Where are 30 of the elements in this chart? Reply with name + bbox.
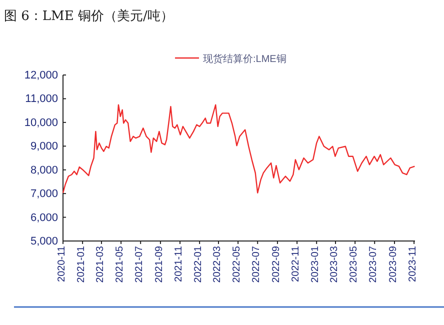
x-tick-label: 2022-07 xyxy=(251,246,262,283)
x-tick-label: 2022-01 xyxy=(193,246,204,283)
x-tick-label: 2023-07 xyxy=(368,246,380,283)
y-tick-label: 7,000 xyxy=(30,188,58,200)
chart-title: 图 6：LME 铜价（美元/吨） xyxy=(4,8,174,24)
x-tick-label: 2022-09 xyxy=(270,246,282,283)
x-tick-label: 2023-03 xyxy=(328,246,340,283)
line-series xyxy=(62,104,416,194)
y-tick-label: 10,000 xyxy=(24,116,58,129)
y-tick-label: 9,000 xyxy=(30,140,58,153)
y-tick-label: 11,000 xyxy=(25,93,58,106)
x-tick-label: 2022-03 xyxy=(212,246,223,283)
y-tick-label: 6,000 xyxy=(30,212,58,224)
x-tick-label: 2021-11 xyxy=(174,246,185,282)
x-tick-label: 2023-09 xyxy=(388,246,399,283)
x-tick-label: 2022-05 xyxy=(232,246,243,283)
x-tick-label: 2021-05 xyxy=(114,246,126,283)
x-tick-label: 2021-09 xyxy=(154,246,165,283)
x-tick-label: 2021-01 xyxy=(76,246,88,283)
y-tick-label: 12,000 xyxy=(24,70,58,82)
x-tick-label: 2022-11 xyxy=(290,246,302,282)
x-tick-label: 2021-03 xyxy=(94,246,106,283)
legend-label: 现货结算价:LME铜 xyxy=(203,53,286,65)
x-tick-label: 2020-11 xyxy=(56,246,68,282)
y-tick-label: 5,000 xyxy=(30,236,58,248)
x-tick-label: 2023-05 xyxy=(348,246,360,283)
x-tick-label: 2021-07 xyxy=(134,246,146,283)
x-tick-label: 2023-01 xyxy=(310,246,322,283)
x-tick-label: 2023-11 xyxy=(408,246,419,282)
y-tick-label: 8,000 xyxy=(30,164,58,176)
